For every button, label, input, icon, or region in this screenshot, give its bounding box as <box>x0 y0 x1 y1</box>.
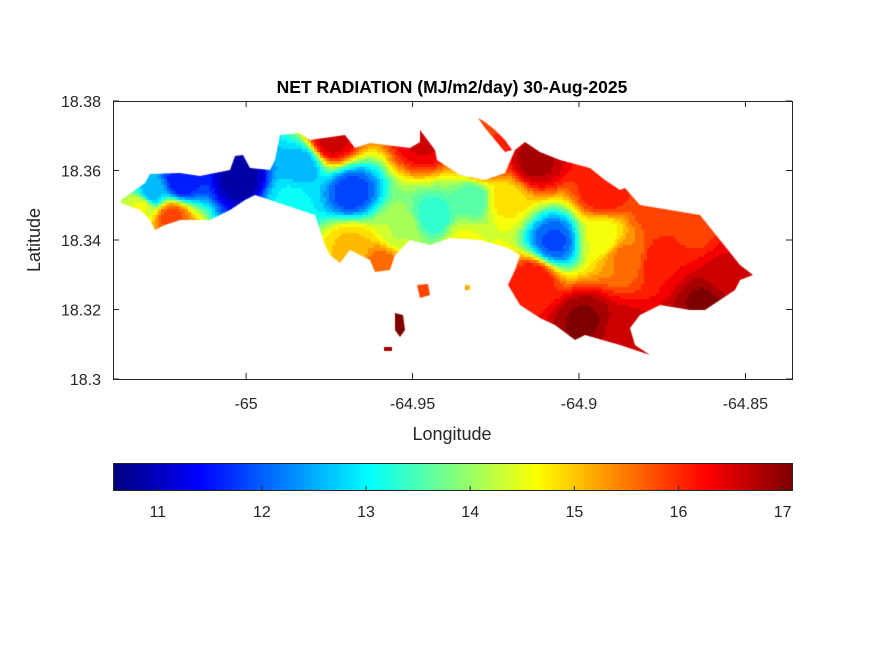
x-tick-label: -65 <box>235 396 258 413</box>
x-axis-label: Longitude <box>412 424 491 444</box>
y-tick-label: 18.36 <box>61 164 101 181</box>
y-tick-label: 18.38 <box>61 94 101 111</box>
colorbar-tick-label: 12 <box>253 504 271 521</box>
colorbar-tick-label: 15 <box>565 504 583 521</box>
x-tick-label: -64.9 <box>561 396 598 413</box>
y-tick-label: 18.3 <box>70 372 101 389</box>
chart-title: NET RADIATION (MJ/m2/day) 30-Aug-2025 <box>277 77 628 97</box>
colorbar-tick-label: 13 <box>357 504 375 521</box>
colorbar-tick-label: 14 <box>461 504 479 521</box>
x-tick-label: -64.85 <box>723 396 768 413</box>
colorbar-tick-label: 16 <box>670 504 688 521</box>
x-tick-label: -64.95 <box>390 396 435 413</box>
y-tick-label: 18.34 <box>61 233 101 250</box>
colorbar-tick-label: 17 <box>774 504 792 521</box>
colorbar-tick-label: 11 <box>149 504 166 521</box>
y-tick-label: 18.32 <box>61 303 101 320</box>
plot-box <box>113 101 793 380</box>
y-axis-label: Latitude <box>24 208 44 272</box>
colorbar-gradient <box>114 464 792 490</box>
colorbar-frame <box>113 463 793 491</box>
